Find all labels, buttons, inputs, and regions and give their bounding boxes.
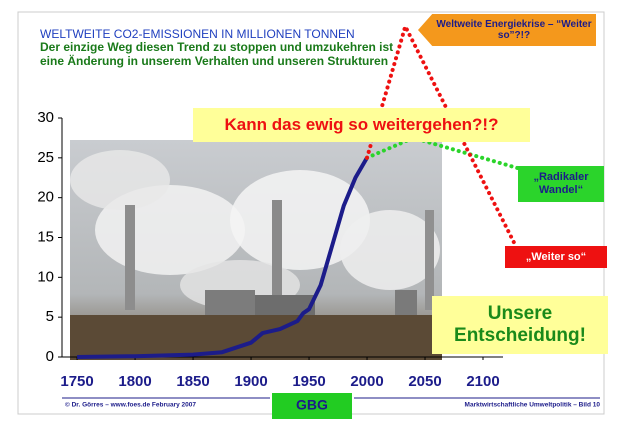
x-tick-label: 2000 xyxy=(350,373,383,390)
annotation: Kann das ewig so weitergehen?!? xyxy=(193,108,530,142)
y-tick-label: 5 xyxy=(46,308,54,325)
x-tick-label: 1850 xyxy=(176,373,209,390)
footer-left: © Dr. Görres – www.foes.de February 2007 xyxy=(65,401,196,409)
chart-subtitle: eine Änderung in unserem Verhalten und u… xyxy=(40,53,388,68)
photo xyxy=(70,140,442,360)
x-tick-label: 1800 xyxy=(118,373,151,390)
y-tick-label: 10 xyxy=(37,268,54,285)
series-line xyxy=(365,20,518,248)
x-tick-label: 2050 xyxy=(408,373,441,390)
y-tick-label: 30 xyxy=(37,109,54,126)
legend-entry: „Radikaler Wandel“ xyxy=(518,166,604,202)
y-tick-label: 15 xyxy=(37,228,54,245)
x-tick-label: 1900 xyxy=(234,373,267,390)
x-tick-label: 1750 xyxy=(60,373,93,390)
legend-entry: „Weiter so“ xyxy=(505,246,607,268)
footer-center: GBG xyxy=(296,397,328,413)
chart-title: WELTWEITE CO2-EMISSIONEN IN MILLIONEN TO… xyxy=(40,27,355,41)
chart-subtitle: Der einzige Weg diesen Trend zu stoppen … xyxy=(40,40,393,54)
footer-right: Marktwirtschaftliche Umweltpolitik – Bil… xyxy=(465,402,601,409)
y-tick-label: 20 xyxy=(37,189,54,206)
y-tick-label: 25 xyxy=(37,149,54,166)
footer-badge xyxy=(272,393,352,419)
x-tick-label: 1950 xyxy=(292,373,325,390)
annotation: Weltweite Energiekrise – “Weiter so”?!? xyxy=(418,14,596,46)
series-line xyxy=(77,156,369,359)
x-tick-label: 2100 xyxy=(466,373,499,390)
annotation: Unsere Entscheidung! xyxy=(432,296,608,354)
y-tick-label: 0 xyxy=(46,348,54,365)
